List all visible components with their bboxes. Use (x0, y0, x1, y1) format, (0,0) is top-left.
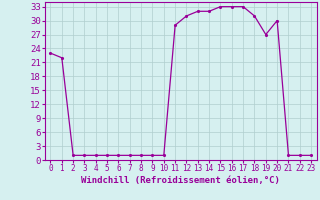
X-axis label: Windchill (Refroidissement éolien,°C): Windchill (Refroidissement éolien,°C) (81, 176, 280, 185)
